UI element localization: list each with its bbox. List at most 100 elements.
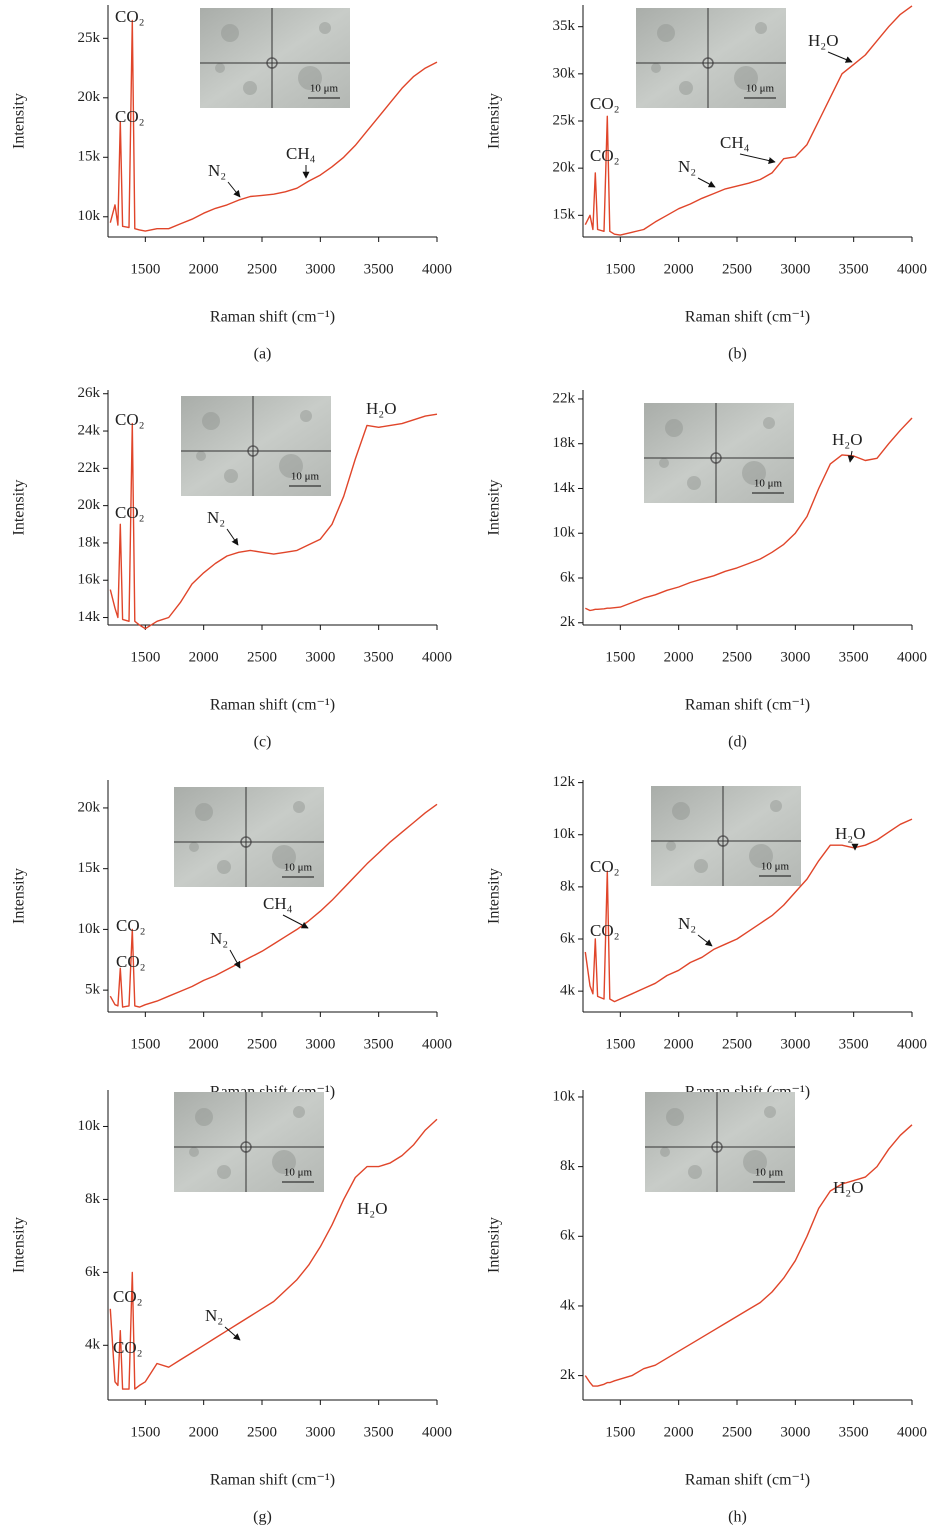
- annotation-arrow: [228, 182, 240, 197]
- peak-annotation: CO₂: [115, 503, 145, 522]
- inset-photo: 10 μm: [651, 786, 801, 886]
- peak-annotation: CO₂: [590, 921, 620, 940]
- y-tick-label: 10k: [78, 1118, 101, 1134]
- x-tick-label: 4000: [897, 649, 927, 665]
- y-tick-label: 4k: [560, 1297, 576, 1313]
- photo-blob: [763, 417, 775, 429]
- x-tick-label: 2000: [664, 649, 694, 665]
- annotation-arrow: [740, 154, 775, 162]
- y-tick-label: 20k: [78, 89, 101, 105]
- photo-blob: [666, 841, 676, 851]
- y-tick-label: 26k: [78, 385, 101, 401]
- photo-blob: [243, 81, 257, 95]
- photo-blob: [660, 1147, 670, 1157]
- scale-label: 10 μm: [754, 478, 783, 490]
- panel-label: (a): [254, 346, 272, 363]
- photo-blob: [651, 63, 661, 73]
- x-tick-label: 3000: [780, 261, 810, 277]
- y-tick-label: 2k: [560, 614, 576, 630]
- x-axis-title: Raman shift (cm⁻¹): [685, 697, 810, 714]
- x-tick-label: 2000: [189, 261, 219, 277]
- inset-photo: 10 μm: [181, 396, 331, 496]
- y-tick-label: 35k: [553, 18, 576, 34]
- photo-blob: [764, 1106, 776, 1118]
- x-tick-label: 3500: [364, 261, 394, 277]
- y-tick-label: 4k: [560, 983, 576, 999]
- scale-label: 10 μm: [310, 83, 339, 95]
- inset-photo: 10 μm: [200, 8, 350, 108]
- peak-annotation: CO₂: [590, 857, 620, 876]
- annotation-arrow: [698, 935, 712, 946]
- x-tick-label: 2500: [722, 1424, 752, 1440]
- peak-annotation: CO₂: [115, 107, 145, 126]
- photo-blob: [657, 24, 675, 42]
- peak-annotation: H₂O: [832, 430, 862, 449]
- y-axis-title: Intensity: [486, 1217, 503, 1273]
- annotation-arrow: [225, 1327, 240, 1340]
- peak-annotation: CH₄: [263, 894, 293, 913]
- y-tick-label: 5k: [85, 982, 101, 998]
- x-tick-label: 2500: [722, 649, 752, 665]
- y-tick-label: 10k: [78, 208, 101, 224]
- x-tick-label: 3500: [839, 261, 869, 277]
- y-tick-label: 20k: [78, 497, 101, 513]
- y-tick-label: 16k: [78, 572, 101, 588]
- y-tick-label: 4k: [85, 1337, 101, 1353]
- y-tick-label: 18k: [553, 435, 576, 451]
- y-axis-title: Intensity: [11, 1217, 28, 1273]
- x-tick-label: 1500: [130, 1424, 160, 1440]
- y-tick-label: 22k: [78, 460, 101, 476]
- x-tick-label: 4000: [897, 1036, 927, 1052]
- peak-annotation: CO₂: [590, 146, 620, 165]
- peak-annotation: CO₂: [115, 7, 145, 26]
- peak-annotation: N₂: [210, 929, 228, 948]
- photo-blob: [202, 412, 220, 430]
- y-tick-label: 6k: [560, 930, 576, 946]
- annotation-arrow: [283, 915, 308, 928]
- y-tick-label: 12k: [553, 774, 576, 790]
- photo-blob: [293, 1106, 305, 1118]
- photo-blob: [300, 410, 312, 422]
- x-tick-label: 1500: [130, 261, 160, 277]
- y-tick-label: 6k: [560, 1228, 576, 1244]
- scale-label: 10 μm: [284, 862, 313, 874]
- inset-photo: 10 μm: [636, 8, 786, 108]
- photo-blob: [224, 469, 238, 483]
- y-tick-label: 10k: [78, 921, 101, 937]
- x-tick-label: 1500: [130, 649, 160, 665]
- peak-annotation: N₂: [678, 914, 696, 933]
- panel-label: (c): [254, 734, 272, 751]
- x-tick-label: 3000: [780, 1424, 810, 1440]
- annotation-arrow: [828, 52, 852, 62]
- x-tick-label: 2500: [247, 1036, 277, 1052]
- peak-annotation: N₂: [678, 157, 696, 176]
- x-tick-label: 2000: [664, 1424, 694, 1440]
- peak-annotation: CH₄: [720, 133, 750, 152]
- y-tick-label: 30k: [553, 65, 576, 81]
- photo-blob: [688, 1165, 702, 1179]
- peak-annotation: N₂: [208, 161, 226, 180]
- peak-annotation: CO₂: [590, 94, 620, 113]
- y-tick-label: 8k: [560, 1158, 576, 1174]
- photo-blob: [189, 1147, 199, 1157]
- peak-annotation: N₂: [205, 1306, 223, 1325]
- y-tick-label: 15k: [553, 207, 576, 223]
- y-tick-label: 25k: [78, 30, 101, 46]
- x-tick-label: 1500: [130, 1036, 160, 1052]
- inset-photo: 10 μm: [644, 403, 794, 503]
- x-tick-label: 3000: [780, 649, 810, 665]
- photo-blob: [755, 22, 767, 34]
- photo-blob: [195, 803, 213, 821]
- scale-label: 10 μm: [291, 471, 320, 483]
- x-tick-label: 2000: [664, 261, 694, 277]
- y-tick-label: 6k: [560, 569, 576, 585]
- x-tick-label: 3500: [839, 649, 869, 665]
- photo-blob: [672, 802, 690, 820]
- scale-label: 10 μm: [755, 1167, 784, 1179]
- x-axis-title: Raman shift (cm⁻¹): [685, 1472, 810, 1489]
- x-tick-label: 1500: [605, 1424, 635, 1440]
- x-tick-label: 3000: [305, 1424, 335, 1440]
- inset-photo: 10 μm: [645, 1092, 795, 1192]
- peak-annotation: CH₄: [286, 144, 316, 163]
- photo-blob: [679, 81, 693, 95]
